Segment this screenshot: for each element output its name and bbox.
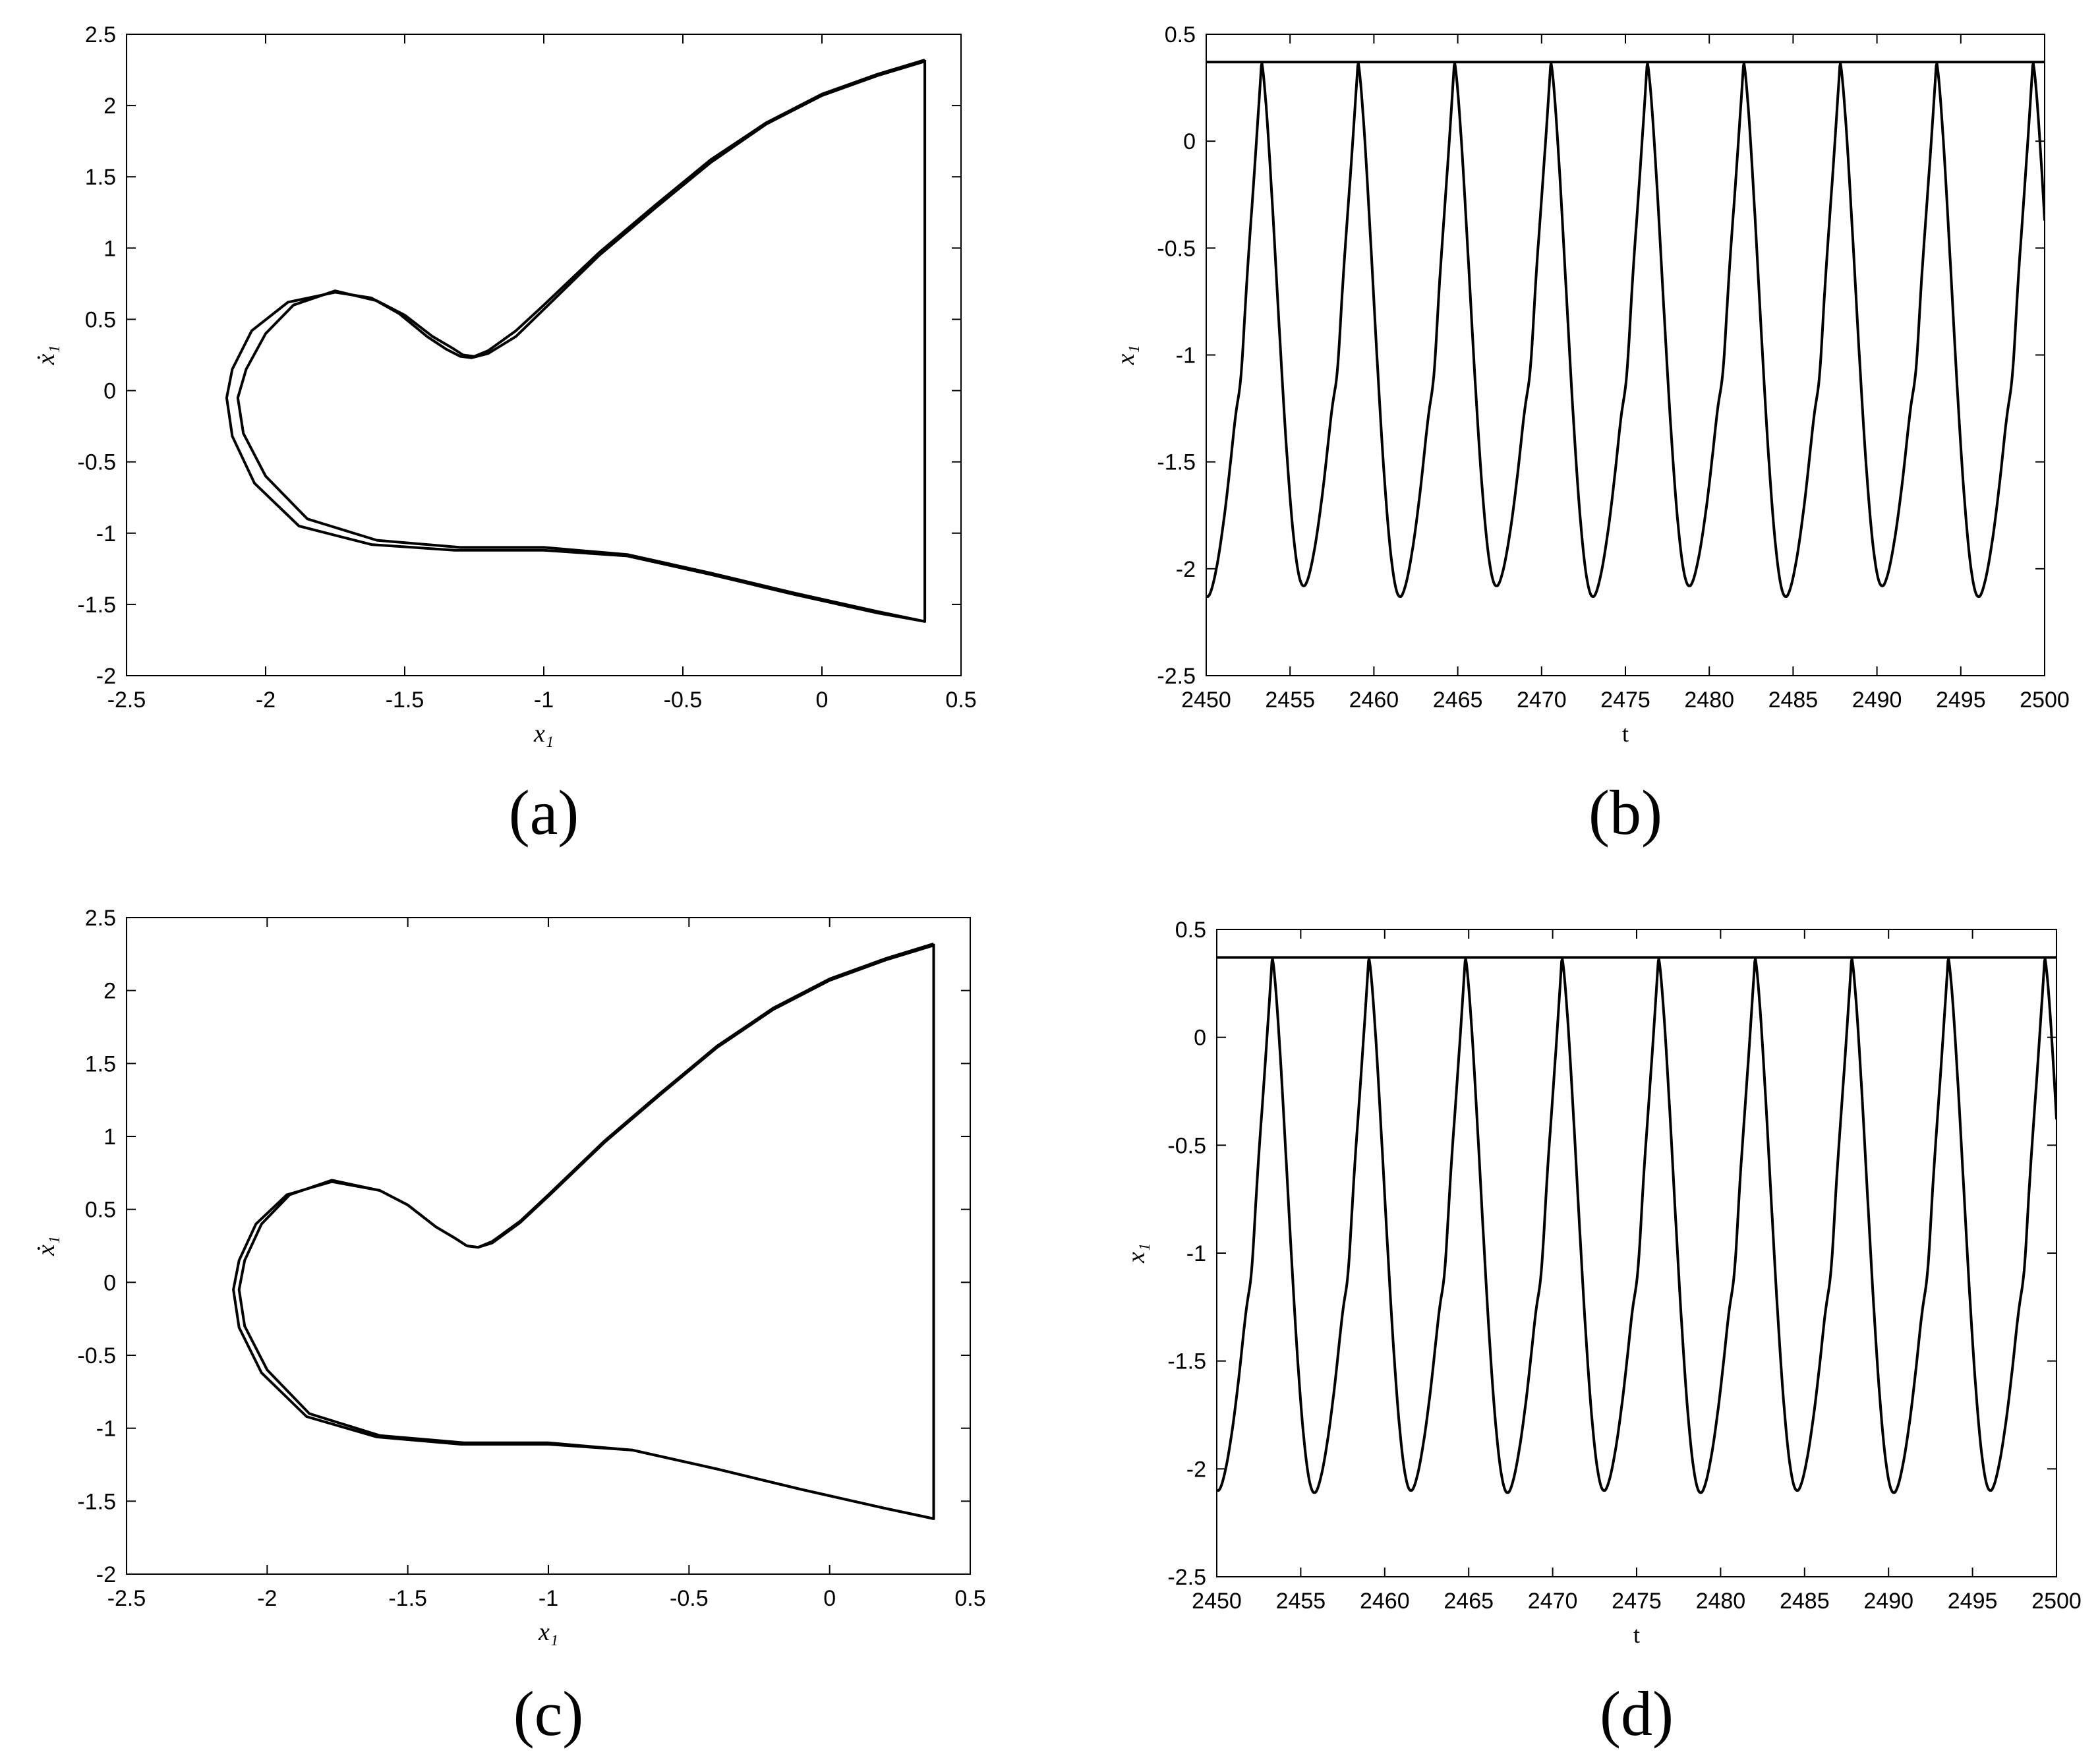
x-tick-label: 2480	[1684, 688, 1734, 713]
x-tick-label: -1.5	[386, 688, 424, 713]
x-tick-label: 2490	[1852, 688, 1902, 713]
y-tick-label: -2.5	[1167, 1565, 1206, 1590]
y-tick-label: 0.5	[1175, 918, 1206, 943]
y-tick-label: -1.5	[77, 593, 116, 618]
axes-frame-a	[126, 34, 962, 676]
y-tick-label: -0.5	[1167, 1133, 1206, 1158]
panel-caption: (a)	[509, 777, 579, 848]
axes-frame-c	[126, 917, 971, 1575]
y-axis-label: x₁	[1112, 345, 1140, 365]
x-tick-label: 2500	[2020, 688, 2070, 713]
x-tick-label: 2475	[1612, 1589, 1662, 1614]
x-tick-label: 2480	[1696, 1589, 1746, 1614]
panel-a: -2.5 -2 -1.5 -1 -0.5 0 0.5-2-1.5-1-0.500.511.5…	[32, 22, 977, 848]
y-tick-label: -1.5	[1157, 450, 1196, 475]
y-axis-label: ẋ₁	[32, 345, 60, 365]
x-tick-label: 2490	[1863, 1589, 1913, 1614]
y-tick-label: -0.5	[1157, 236, 1196, 261]
axes-frame-d	[1216, 929, 2057, 1577]
x-tick-label: 2495	[1936, 688, 1986, 713]
y-tick-label: 1.5	[85, 1051, 116, 1076]
panel-b: 2450 2455 2460 2465 2470 2475 2480 2485 2490 2495…	[1112, 22, 2070, 848]
x-tick-label: 2450	[1181, 688, 1231, 713]
panel-d: 2450 2455 2460 2465 2470 2475 2480 2485 2490 2495…	[1123, 918, 2082, 1749]
x-tick-label: -2.5	[107, 1586, 146, 1611]
x-tick-label: 2495	[1948, 1589, 1998, 1614]
x-tick-label: -1.5	[388, 1586, 427, 1611]
series-line-1	[225, 60, 925, 623]
x-tick-label: 2455	[1265, 688, 1315, 713]
panel-caption: (c)	[513, 1678, 584, 1749]
y-tick-label: -1	[96, 521, 116, 546]
series-line	[1206, 62, 2045, 598]
panel-caption: (b)	[1589, 777, 1662, 848]
y-tick-label: -2	[96, 664, 116, 689]
y-tick-label: -2	[96, 1562, 116, 1587]
x-axis-label: t	[1622, 720, 1629, 747]
y-tick-label: 1	[103, 236, 116, 261]
x-tick-label: 2460	[1360, 1589, 1410, 1614]
series-line-1	[232, 944, 935, 1520]
x-tick-label: 2485	[1768, 688, 1819, 713]
y-tick-label: 0	[103, 1270, 116, 1295]
panel-c: -2.5 -2 -1.5 -1 -0.5 0 0.5-2-1.5-1-0.500.511.5…	[32, 906, 986, 1749]
x-tick-label: 2475	[1600, 688, 1650, 713]
x-tick-label: 2470	[1517, 688, 1567, 713]
y-tick-label: 2	[103, 94, 116, 119]
y-tick-label: -0.5	[77, 1343, 116, 1368]
y-tick-label: -1.5	[77, 1489, 116, 1514]
x-tick-label: -2	[257, 1586, 277, 1611]
x-tick-label: 0.5	[945, 688, 976, 713]
x-tick-label: -2.5	[107, 688, 146, 713]
x-tick-label: -0.5	[664, 688, 703, 713]
series-line-0	[237, 942, 935, 1520]
y-tick-label: 1.5	[85, 165, 116, 190]
y-tick-label: 0.5	[85, 1198, 116, 1223]
x-tick-label: -0.5	[670, 1586, 709, 1611]
y-tick-label: -1	[1186, 1241, 1206, 1266]
x-axis-label: x₁	[533, 720, 554, 748]
y-axis-label: x₁	[1123, 1243, 1150, 1264]
y-tick-label: 2.5	[85, 906, 116, 931]
x-tick-label: -1	[534, 688, 554, 713]
y-tick-label: 0	[103, 379, 116, 404]
x-tick-label: 0	[823, 1586, 836, 1611]
x-tick-label: 0	[816, 688, 829, 713]
y-tick-label: 0.5	[1165, 22, 1196, 47]
x-tick-label: -2	[256, 688, 276, 713]
y-tick-label: 2	[103, 979, 116, 1004]
x-tick-label: 2455	[1276, 1589, 1326, 1614]
x-tick-label: 2450	[1192, 1589, 1242, 1614]
y-tick-label: 0	[1183, 129, 1196, 154]
y-tick-label: 2.5	[85, 22, 116, 47]
x-tick-label: 0.5	[954, 1586, 985, 1611]
y-tick-label: -1.5	[1167, 1349, 1206, 1374]
panel-caption: (d)	[1600, 1678, 1674, 1749]
y-tick-label: 1	[103, 1125, 116, 1150]
axes-frame-b	[1206, 34, 2045, 676]
x-axis-label: t	[1633, 1622, 1640, 1648]
x-tick-label: 2460	[1349, 688, 1399, 713]
x-axis-label: x₁	[538, 1618, 558, 1646]
y-tick-label: -2	[1186, 1457, 1206, 1482]
x-tick-label: -1	[539, 1586, 558, 1611]
y-tick-label: 0.5	[85, 307, 116, 332]
x-tick-label: 2465	[1433, 688, 1483, 713]
y-tick-label: -2	[1176, 557, 1196, 582]
series-line	[1217, 957, 2056, 1494]
x-tick-label: 2500	[2031, 1589, 2082, 1614]
x-tick-label: 2470	[1528, 1589, 1578, 1614]
x-tick-label: 2465	[1444, 1589, 1494, 1614]
y-tick-label: -1	[96, 1417, 116, 1442]
x-tick-label: 2485	[1780, 1589, 1830, 1614]
y-tick-label: -0.5	[77, 450, 116, 475]
y-tick-label: 0	[1194, 1026, 1206, 1051]
series-line-0	[236, 58, 927, 623]
y-tick-label: -2.5	[1157, 664, 1196, 689]
y-tick-label: -1	[1176, 343, 1196, 368]
y-axis-label: ẋ₁	[32, 1236, 60, 1256]
